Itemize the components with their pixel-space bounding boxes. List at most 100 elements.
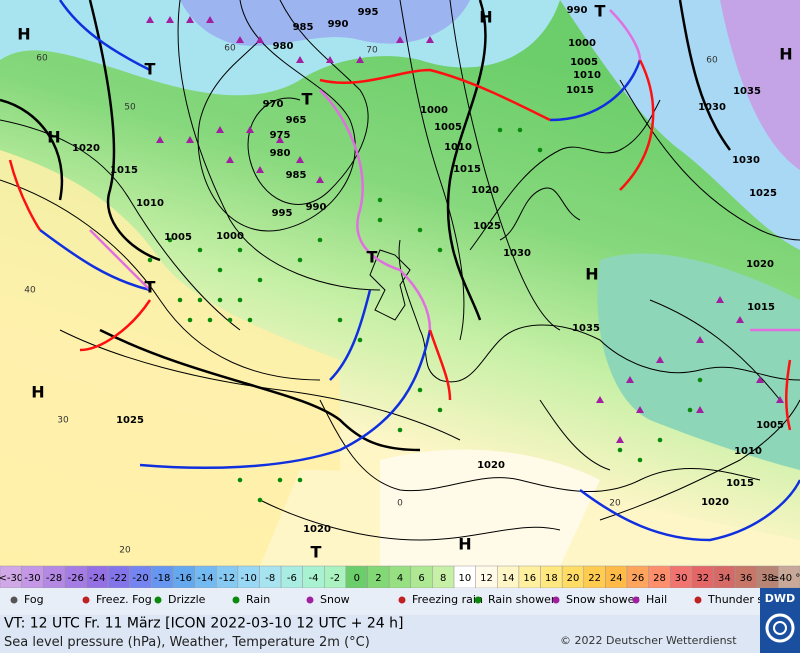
dwd-logo: DWD [765, 592, 795, 605]
snow-symbol [716, 296, 724, 303]
scale-label: -20 [132, 573, 148, 584]
snow-symbol [356, 56, 364, 63]
scale-label: 10 [458, 573, 471, 584]
rain-symbol [357, 337, 363, 343]
snow-symbol [186, 16, 194, 23]
rain-symbol [537, 147, 543, 153]
isotherm-label: 40 [24, 286, 36, 296]
legend-label: Freez. Fog [96, 593, 152, 606]
scale-label: 30 [675, 573, 688, 584]
snow-symbol [166, 16, 174, 23]
isotherm-label: 20 [119, 546, 131, 556]
isobar-label: 1010 [444, 142, 472, 153]
isotherm-label: 50 [124, 103, 136, 113]
isobar-label: 1015 [726, 478, 754, 489]
isobar-label: 1005 [434, 122, 462, 133]
legend-label: Rain [246, 593, 270, 606]
isobar-label: 980 [273, 41, 294, 52]
warm-fronts [8, 59, 792, 431]
rain-symbol [167, 237, 173, 243]
isobar-label: 1000 [216, 231, 244, 242]
snow-symbol [236, 36, 244, 43]
isobar-label: 1020 [471, 185, 499, 196]
legend: Fog Freez. Fog Drizzle Rain Snow Freezing rai… [0, 588, 789, 615]
legend-icon [694, 596, 702, 604]
rain-symbol [517, 127, 523, 133]
scale-label: -8 [265, 573, 275, 584]
rain-symbol [237, 247, 243, 253]
snow-symbol [206, 16, 214, 23]
isobar-label: 1020 [72, 143, 100, 154]
rain-symbol [637, 457, 643, 463]
isobar-label: 985 [293, 22, 314, 33]
snow-symbol [156, 136, 164, 143]
occluded-fronts [89, 9, 800, 332]
snow-symbol [146, 16, 154, 23]
isobar-label: 1025 [749, 188, 777, 199]
rain-symbol [437, 247, 443, 253]
scale-label: 38 [761, 573, 774, 584]
scale-label: 32 [696, 573, 709, 584]
scale-label: 8 [440, 573, 446, 584]
isotherm-label: 60 [36, 54, 48, 64]
isobar-label: 985 [286, 170, 307, 181]
scale-label: 36 [740, 573, 753, 584]
rain-symbol [687, 407, 693, 413]
legend-label: Freezing rain [412, 593, 483, 606]
snow-symbol [396, 36, 404, 43]
isobar-label: 975 [270, 130, 291, 141]
snow-symbol [426, 36, 434, 43]
scale-label: <-30 [0, 573, 23, 584]
dwd-logo-mark [765, 613, 795, 643]
pressure-center: H [31, 383, 44, 402]
rain-symbol [217, 297, 223, 303]
snow-symbol [736, 316, 744, 323]
isobar-label: 1005 [164, 232, 192, 243]
legend-icon [552, 596, 560, 604]
scale-label: -18 [154, 573, 170, 584]
isobar-label: 1005 [570, 57, 598, 68]
legend-label: Fog [24, 593, 44, 606]
dwd-logo-mark [773, 621, 787, 635]
rain-symbol [657, 437, 663, 443]
rain-symbol [257, 497, 263, 503]
scale-label: -28 [46, 573, 62, 584]
rain-symbol [277, 477, 283, 483]
rain-symbol [417, 387, 423, 393]
rain-symbol [207, 317, 213, 323]
isotherm-label: 60 [706, 56, 718, 66]
rain-symbol [337, 317, 343, 323]
scale-label: 28 [653, 573, 666, 584]
snow-symbol [696, 406, 704, 413]
isobar-label: 1010 [734, 446, 762, 457]
pressure-center: T [367, 248, 378, 267]
description: Sea level pressure (hPa), Weather, Tempe… [4, 635, 370, 650]
isobar-label: 1015 [747, 302, 775, 313]
rain-symbol [187, 317, 193, 323]
isobar-label: 1020 [303, 524, 331, 535]
isobar-label: 1015 [453, 164, 481, 175]
weather-symbols [146, 16, 784, 503]
isobar-label: 970 [263, 99, 284, 110]
rain-symbol [437, 407, 443, 413]
rain-symbol [237, 297, 243, 303]
isobar-label: 1035 [572, 323, 600, 334]
isobar-label: 990 [567, 5, 588, 16]
isobar-label: 1020 [477, 460, 505, 471]
isobar-label: 1015 [566, 85, 594, 96]
rain-symbol [217, 267, 223, 273]
scale-label: -22 [111, 573, 127, 584]
legend-label: Drizzle [168, 593, 206, 606]
scale-label: -30 [24, 573, 40, 584]
snow-symbol [616, 436, 624, 443]
isobar-label: 1000 [568, 38, 596, 49]
isobar-label: 1020 [701, 497, 729, 508]
snow-symbol [756, 376, 764, 383]
rain-symbol [377, 197, 383, 203]
snow-symbol [696, 336, 704, 343]
isotherm-label: 70 [366, 46, 378, 56]
pressure-center: H [458, 535, 471, 554]
snow-symbol [596, 396, 604, 403]
